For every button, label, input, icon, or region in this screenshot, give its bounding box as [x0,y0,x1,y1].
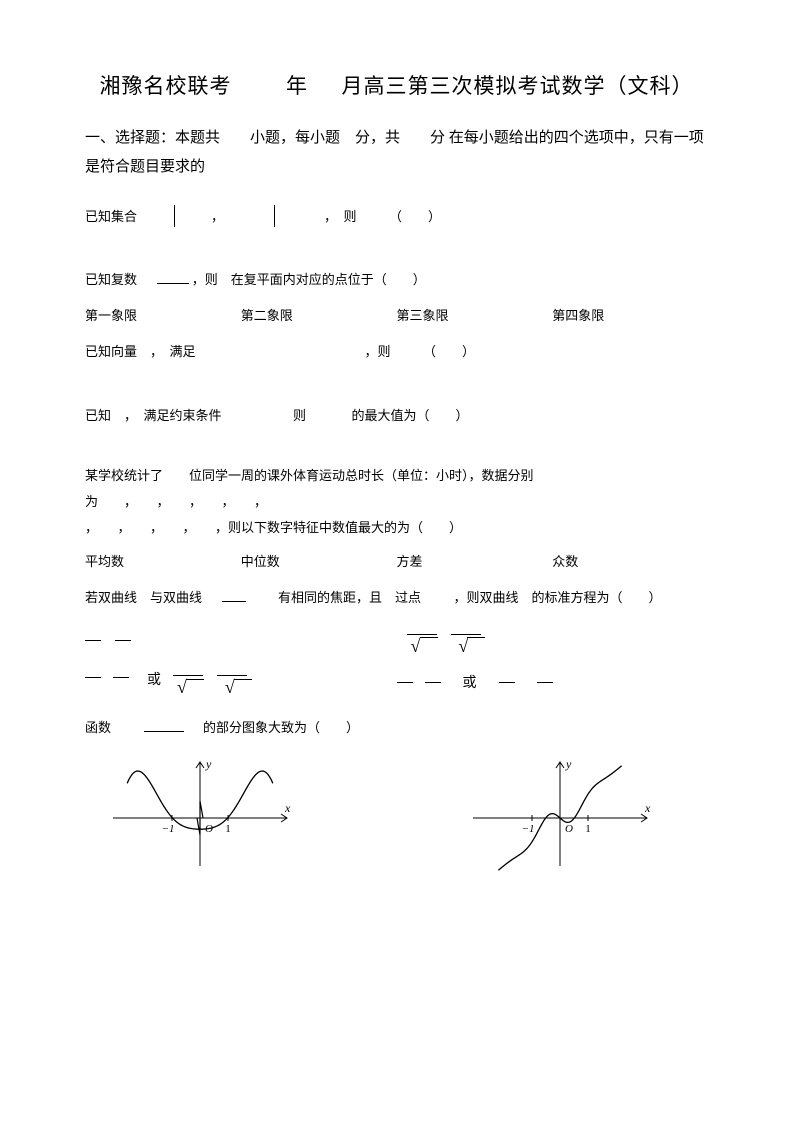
question-4: 已知 ， 满足约束条件 则 的最大值为（ ） [85,400,708,431]
q6-pre: 若双曲线 与双曲线 [85,590,202,605]
title-b: 年 [286,74,308,98]
q5-opt-c: 方差 [397,551,553,570]
sqrt-icon: √ [458,637,468,655]
svg-text:O: O [565,823,573,835]
q2-pre: 已知复数 [85,272,137,287]
svg-text:y: y [565,757,572,771]
q6-opt-b: √ √ [397,627,709,655]
svg-text:1: 1 [225,823,231,835]
question-7: 函数 的部分图象大致为（ ） [85,712,708,743]
q1-pre: 已知集合 [85,209,137,224]
q2-opt-c: 第三象限 [397,305,553,324]
q2-rule [157,277,189,284]
q2-options: 第一象限 第二象限 第三象限 第四象限 [85,305,708,324]
q2-mid: ，则 在复平面内对应的点位于（ ） [192,272,426,287]
sqrt-icon: √ [177,678,187,696]
q7-pre: 函数 [85,720,111,735]
q2-opt-b: 第二象限 [241,305,397,324]
q1-end: ， 则 （ ） [324,209,441,224]
svg-text:x: x [644,801,651,815]
q7-graphs: −1O1xy −1O1xy [85,754,708,874]
q7-rule [144,725,184,732]
q5-options: 平均数 中位数 方差 众数 [85,551,708,570]
question-5: 某学校统计了 位同学一周的课外体育运动总时长（单位：小时），数据分别为 ， ， … [85,463,708,541]
graph-b: −1 O1 x y [465,754,655,874]
q1-bar2 [274,205,275,227]
q5-opt-d: 众数 [552,551,708,570]
question-3: 已知向量 ， 满足 ，则 （ ） [85,336,708,367]
svg-text:1: 1 [585,823,591,835]
q2-opt-a: 第一象限 [85,305,241,324]
q6-optd-or: 或 [463,672,477,692]
q2-opt-d: 第四象限 [552,305,708,324]
q1-bar1 [174,205,175,227]
page-title: 湘豫名校联考 年 月高三第三次模拟考试数学（文科） [85,70,708,100]
graph-a: −1O1xy [105,754,295,874]
q1-mid: ， [211,209,224,224]
q6-mid: 有相同的焦距，且 过点 [278,590,421,605]
q6-opt-d: 或 [397,669,709,697]
q4-pre: 已知 ， 满足约束条件 [85,408,222,423]
sqrt-icon: √ [411,637,421,655]
question-6: 若双曲线 与双曲线 有相同的焦距，且 过点 ，则双曲线 的标准方程为（ ） [85,582,708,613]
q6-opt-a [85,627,397,655]
title-a: 湘豫名校联考 [100,74,232,98]
svg-text:x: x [284,801,291,815]
q5-line1: 某学校统计了 位同学一周的课外体育运动总时长（单位：小时），数据分别为 ， ， … [85,463,708,515]
question-1: 已知集合 ， ， 则 （ ） [85,199,708,232]
q6-optc-or: 或 [147,669,161,689]
section-header: 一、选择题：本题共 小题，每小题 分，共 分 在每小题给出的四个选项中，只有一项… [85,124,708,181]
q3-mid: ，则 （ ） [365,344,476,359]
q7-end: 的部分图象大致为（ ） [203,720,359,735]
q5-opt-a: 平均数 [85,551,241,570]
sqrt-icon: √ [225,678,235,696]
svg-text:y: y [205,757,212,771]
svg-text:−1: −1 [162,823,175,835]
q6-end: ，则双曲线 的标准方程为（ ） [454,590,662,605]
q5-opt-b: 中位数 [241,551,397,570]
q3-pre: 已知向量 ， 满足 [85,344,196,359]
q4-mid: 则 [293,408,306,423]
q4-end: 的最大值为（ ） [352,408,469,423]
title-c: 月高三第三次模拟考试数学（文科） [342,74,694,98]
svg-text:−1: −1 [522,823,535,835]
q6-rule [222,595,246,602]
q5-line2: ， ， ， ， ，则以下数字特征中数值最大的为（ ） [85,515,708,541]
question-2: 已知复数 ，则 在复平面内对应的点位于（ ） [85,264,708,295]
q6-opt-c: 或 √ √ [85,669,397,697]
